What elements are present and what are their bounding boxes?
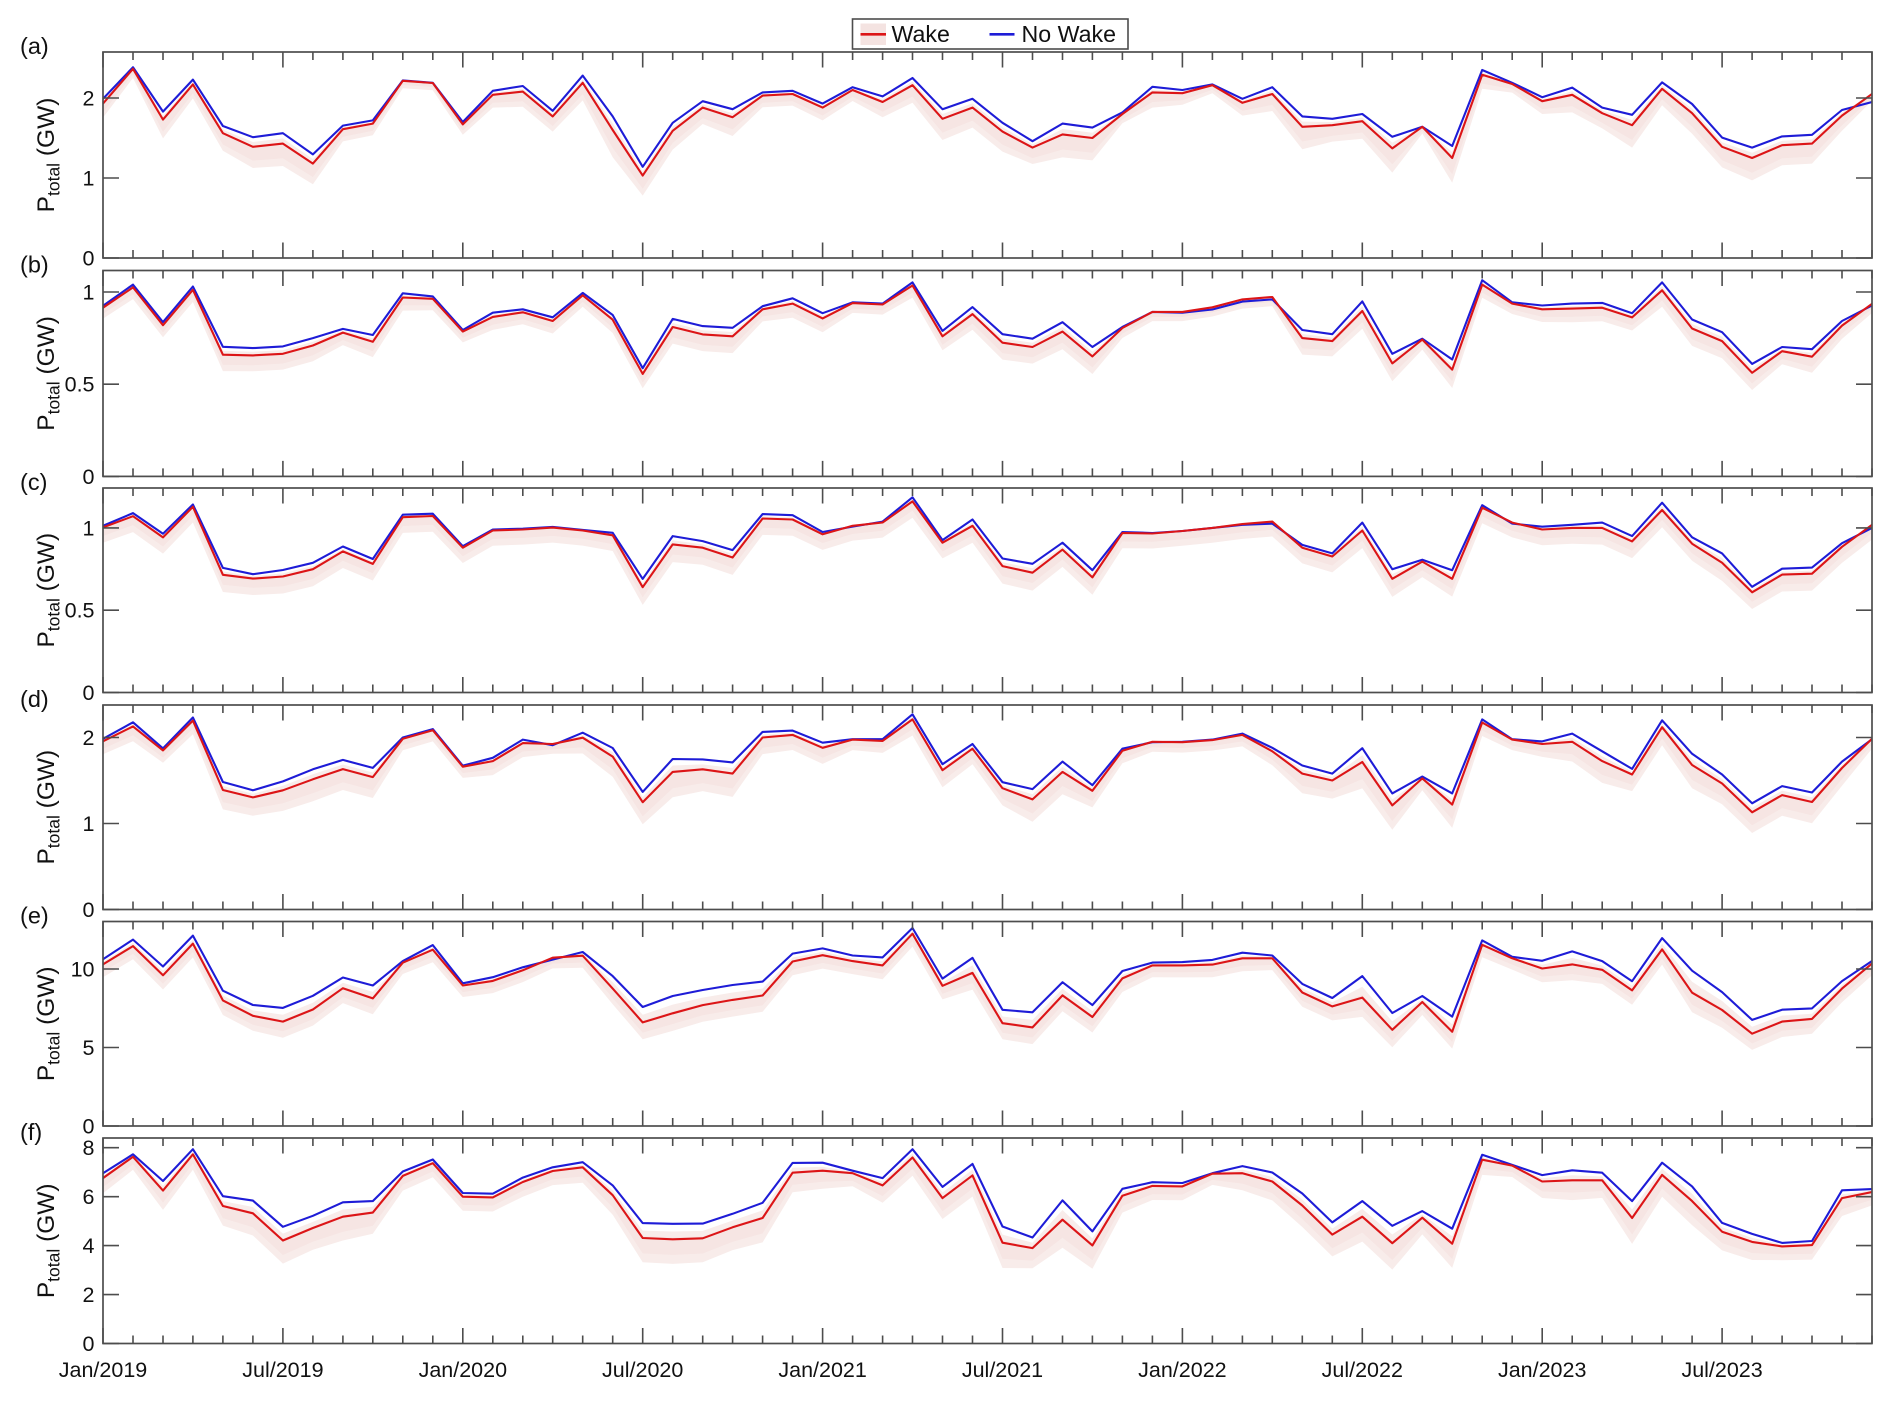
svg-text:Ptotal (GW): Ptotal (GW) — [33, 98, 64, 213]
svg-text:Jan/2022: Jan/2022 — [1138, 1358, 1226, 1382]
svg-text:(e): (e) — [20, 903, 49, 929]
svg-text:5: 5 — [83, 1036, 95, 1060]
svg-text:1: 1 — [83, 167, 95, 191]
svg-text:Jul/2023: Jul/2023 — [1681, 1358, 1762, 1382]
svg-text:Jan/2023: Jan/2023 — [1498, 1358, 1587, 1382]
svg-text:8: 8 — [83, 1136, 95, 1160]
svg-text:6: 6 — [83, 1185, 95, 1209]
svg-text:Jul/2022: Jul/2022 — [1322, 1358, 1403, 1382]
svg-text:2: 2 — [83, 726, 95, 750]
svg-text:4: 4 — [83, 1234, 95, 1258]
svg-text:Ptotal (GW): Ptotal (GW) — [33, 750, 64, 865]
svg-text:(f): (f) — [20, 1119, 42, 1145]
svg-text:Jan/2020: Jan/2020 — [419, 1358, 508, 1382]
svg-text:Jan/2021: Jan/2021 — [778, 1358, 866, 1382]
svg-text:Ptotal (GW): Ptotal (GW) — [33, 533, 64, 648]
svg-text:Jul/2019: Jul/2019 — [242, 1358, 323, 1382]
svg-text:1: 1 — [83, 281, 95, 305]
svg-text:0: 0 — [83, 898, 95, 922]
svg-text:No Wake: No Wake — [1022, 21, 1117, 47]
svg-text:(d): (d) — [20, 686, 49, 712]
svg-text:(b): (b) — [20, 252, 49, 278]
svg-text:Jan/2019: Jan/2019 — [59, 1358, 147, 1382]
svg-text:Jul/2020: Jul/2020 — [602, 1358, 683, 1382]
svg-text:0: 0 — [83, 465, 95, 489]
svg-text:2: 2 — [83, 1283, 95, 1307]
svg-text:10: 10 — [71, 958, 95, 982]
svg-text:0: 0 — [83, 1115, 95, 1139]
svg-text:0: 0 — [83, 681, 95, 705]
svg-text:1: 1 — [83, 516, 95, 540]
svg-text:1: 1 — [83, 812, 95, 836]
svg-text:0.5: 0.5 — [65, 373, 95, 397]
svg-text:2: 2 — [83, 87, 95, 111]
svg-text:0: 0 — [83, 247, 95, 271]
svg-text:0: 0 — [83, 1332, 95, 1356]
svg-text:Jul/2021: Jul/2021 — [962, 1358, 1043, 1382]
svg-text:(a): (a) — [20, 33, 49, 59]
svg-text:0.5: 0.5 — [65, 599, 95, 623]
svg-text:Wake: Wake — [892, 21, 950, 47]
svg-text:(c): (c) — [20, 469, 47, 495]
